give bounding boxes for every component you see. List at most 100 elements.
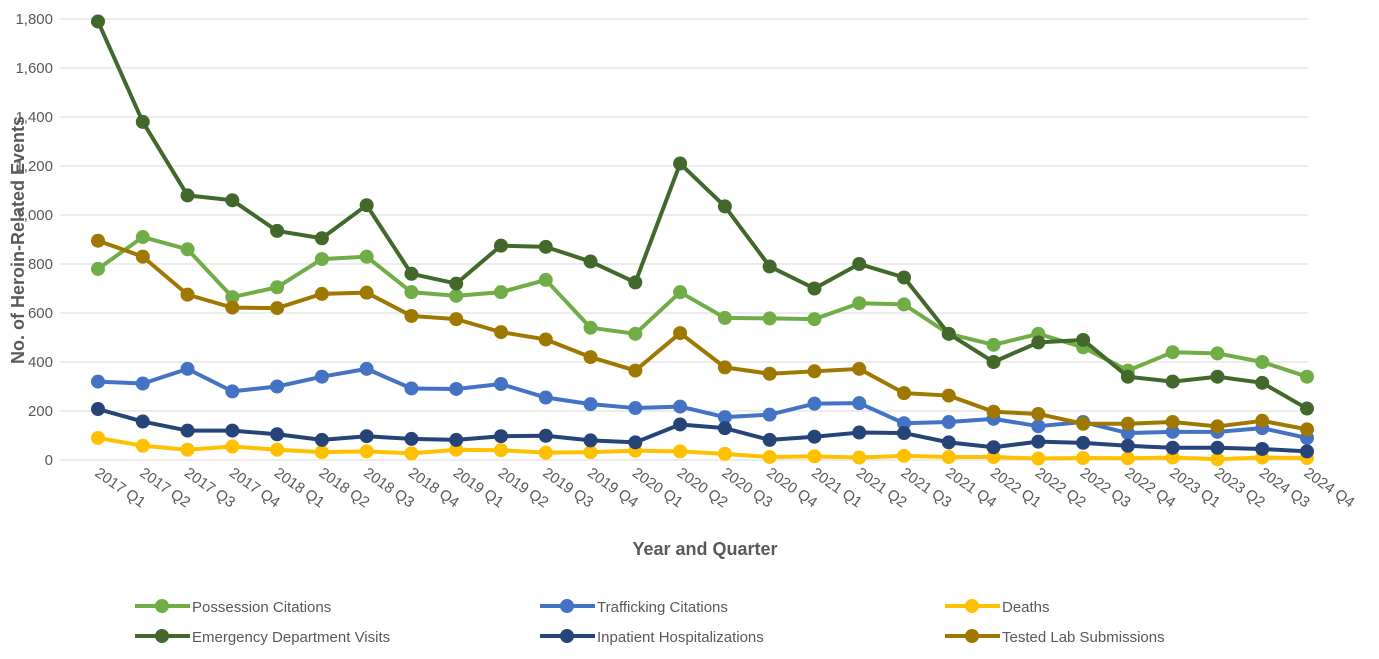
data-point [1076,416,1091,431]
data-point [807,449,822,464]
y-axis-title: No. of Heroin-Related Events [8,116,28,364]
data-point [225,384,240,399]
data-point [583,320,598,335]
x-tick-label: 2017 Q4 [226,464,283,511]
data-point [404,285,419,300]
data-point [270,379,285,394]
legend-marker [560,629,574,643]
data-point [1300,422,1314,437]
y-tick-label: 1,800 [15,11,53,28]
data-point [180,188,195,203]
data-point [1120,369,1135,384]
data-point [1210,419,1225,434]
data-point [1300,444,1314,459]
legend-marker [560,599,574,613]
data-point [628,326,643,341]
data-point [1300,401,1314,416]
data-point [941,326,956,341]
data-point [762,259,777,274]
data-point [180,287,195,302]
data-point [1031,451,1046,466]
data-point [1165,440,1180,455]
data-point [1165,415,1180,430]
series-line [97,407,1308,454]
x-tick-label: 2022 Q1 [987,464,1044,511]
data-point [1031,406,1046,421]
data-point [225,300,240,315]
data-point [986,440,1001,455]
x-tick-label: 2019 Q1 [450,464,507,511]
data-point [628,275,643,290]
legend-label: Tested Lab Submissions [1002,629,1165,646]
data-point [941,388,956,403]
data-point [897,270,911,285]
data-point [1031,434,1046,449]
data-point [135,249,150,264]
data-point [135,114,150,129]
data-point [1255,413,1270,428]
data-point [270,301,285,316]
data-point [897,426,911,441]
data-point [941,435,956,450]
data-point [538,390,553,405]
data-point [807,396,822,411]
data-point [673,444,688,459]
x-tick-label: 2021 Q2 [853,464,910,511]
x-tick-label: 2017 Q1 [92,464,149,511]
data-point [673,417,688,432]
data-point [807,312,822,327]
data-point [673,399,688,414]
x-tick-label: 2019 Q2 [495,464,552,511]
x-tick-label: 2018 Q2 [316,464,373,511]
data-point [897,416,911,431]
legend-label: Trafficking Citations [597,599,728,616]
y-tick-label: 0 [45,452,53,469]
series-line [97,435,1308,462]
data-point [449,312,464,327]
data-point [404,308,419,323]
data-point [494,429,508,444]
data-point [762,311,777,326]
data-point [852,296,867,311]
data-point [314,252,329,267]
legend-marker [155,629,169,643]
data-point [583,445,598,460]
data-point [1210,369,1225,384]
y-tick-label: 200 [28,403,53,420]
data-point [583,254,598,269]
data-point [1076,451,1091,466]
x-tick-label: 2019 Q3 [539,464,596,511]
data-point [1165,424,1180,439]
legend-marker [155,599,169,613]
data-point [762,407,777,422]
data-point [449,276,464,291]
x-tick-label: 2023 Q2 [1211,464,1268,511]
data-point [762,450,777,465]
data-point [1076,435,1091,450]
data-point [91,233,105,248]
data-point [583,350,598,365]
data-point [852,396,867,411]
legend-label: Emergency Department Visits [192,629,390,646]
data-point [1300,369,1314,384]
data-point [225,423,240,438]
data-point [717,446,732,461]
series-line [97,238,1308,432]
x-tick-label: 2018 Q3 [360,464,417,511]
x-tick-label: 2021 Q1 [808,464,865,511]
data-point [1210,440,1225,455]
data-point [986,337,1001,352]
data-point [1031,335,1046,350]
data-point [1255,375,1270,390]
data-point [314,369,329,384]
data-point [91,430,105,445]
data-point [717,360,732,375]
data-point [494,443,508,458]
data-point [717,421,732,436]
x-tick-label: 2022 Q3 [1077,464,1134,511]
data-point [673,156,688,171]
data-point [494,325,508,340]
data-point [538,332,553,347]
x-tick-label: 2024 Q4 [1301,464,1358,511]
